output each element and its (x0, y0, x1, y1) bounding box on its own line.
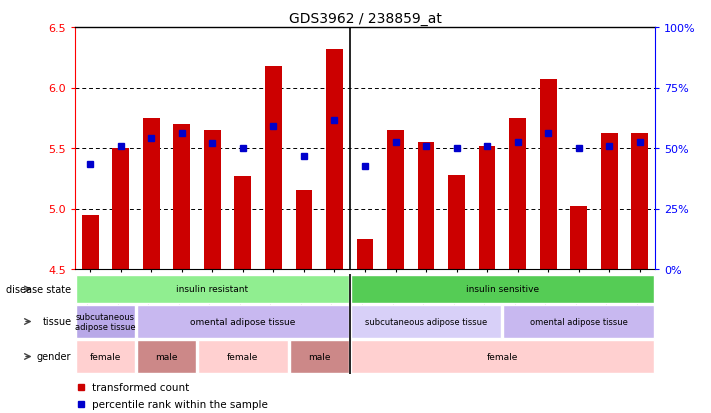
Bar (326, 50, 343, 269)
Bar (387, 131, 404, 269)
Bar (601, 134, 618, 269)
Bar (448, 175, 465, 269)
Text: female: female (90, 352, 121, 361)
Bar (235, 176, 251, 269)
Bar (198, 340, 288, 373)
Bar (351, 275, 654, 304)
Text: male: male (155, 352, 178, 361)
Text: transformed count: transformed count (92, 382, 190, 392)
Text: GDS3962 / 238859_at: GDS3962 / 238859_at (289, 12, 442, 26)
Bar (173, 124, 191, 269)
Bar (265, 66, 282, 269)
Bar (76, 340, 135, 373)
Bar (143, 119, 160, 269)
Bar (351, 340, 654, 373)
Text: male: male (308, 352, 331, 361)
Text: subcutaneous
adipose tissue: subcutaneous adipose tissue (75, 312, 136, 331)
Text: subcutaneous adipose tissue: subcutaneous adipose tissue (365, 317, 487, 326)
Bar (631, 134, 648, 269)
Text: omental adipose tissue: omental adipose tissue (191, 317, 296, 326)
Text: percentile rank within the sample: percentile rank within the sample (92, 399, 268, 409)
Bar (204, 131, 220, 269)
Text: omental adipose tissue: omental adipose tissue (530, 317, 628, 326)
Text: female: female (228, 352, 259, 361)
Bar (289, 340, 349, 373)
Bar (296, 191, 312, 269)
Bar (76, 275, 349, 304)
Bar (509, 119, 526, 269)
Bar (479, 146, 496, 269)
Bar (351, 305, 501, 338)
Bar (112, 149, 129, 269)
Text: female: female (487, 352, 518, 361)
Bar (82, 215, 99, 269)
Text: tissue: tissue (43, 317, 71, 327)
Bar (137, 340, 196, 373)
Bar (570, 206, 587, 269)
Text: insulin resistant: insulin resistant (176, 285, 248, 294)
Text: gender: gender (37, 351, 71, 362)
Bar (76, 305, 135, 338)
Bar (137, 305, 349, 338)
Bar (357, 239, 373, 269)
Bar (417, 142, 434, 269)
Text: insulin sensitive: insulin sensitive (466, 285, 539, 294)
Bar (503, 305, 654, 338)
Bar (540, 80, 557, 269)
Text: disease state: disease state (6, 284, 71, 294)
